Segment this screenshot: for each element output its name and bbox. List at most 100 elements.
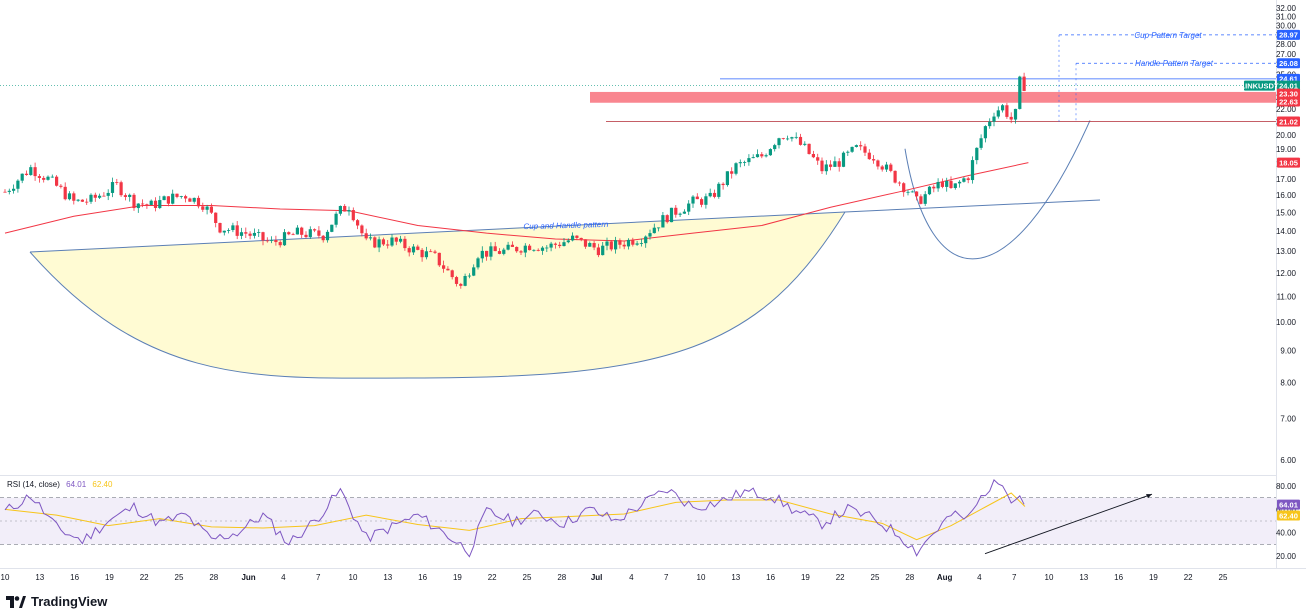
candle-body xyxy=(786,138,790,140)
trendline-arrow-icon xyxy=(1146,494,1152,499)
candle-body xyxy=(725,171,729,186)
candle-body xyxy=(743,162,747,163)
rsi-tick-label: 40.00 xyxy=(1276,529,1297,538)
candle-body xyxy=(540,247,545,251)
rsi-ma-line xyxy=(4,492,1026,541)
candle-body xyxy=(717,183,721,197)
candle-body xyxy=(295,227,299,235)
candle-body xyxy=(149,200,153,205)
time-tick-label: 13 xyxy=(1079,573,1088,582)
candle-body xyxy=(141,203,145,205)
candle-body xyxy=(330,224,334,232)
candle-body xyxy=(136,203,140,209)
time-tick-label: 25 xyxy=(175,573,184,582)
price-tag-label: 22.63 xyxy=(1279,97,1298,106)
time-axis: 10 13 16 19 22 25 28 Jun 4 7 10 13 16 19 22 25 28 Jul 4 7 10… xyxy=(1,573,1228,582)
candle-body xyxy=(399,238,403,242)
candle-body xyxy=(377,239,381,248)
price-tags: 28.9726.0824.6124.0120:1123.3022.6321.02… xyxy=(1241,29,1300,521)
candle-body xyxy=(257,232,261,233)
cup-target-label: Cup Pattern Target xyxy=(1134,31,1202,40)
candle-body xyxy=(674,207,678,215)
price-tick-label: 30.00 xyxy=(1276,21,1297,30)
brand-name: TradingView xyxy=(31,594,108,609)
time-tick-label: 19 xyxy=(105,573,114,582)
handle-target-label: Handle Pattern Target xyxy=(1135,59,1214,68)
candle-body xyxy=(1001,105,1005,111)
candle-body xyxy=(493,246,497,252)
price-tick-label: 16.00 xyxy=(1276,191,1297,200)
candle-body xyxy=(695,196,699,200)
rsi-value: 64.01 xyxy=(66,480,87,489)
candle-body xyxy=(85,201,89,203)
candle-body xyxy=(678,213,682,215)
candle-body xyxy=(983,126,987,139)
candle-body xyxy=(106,192,110,196)
candle-body xyxy=(614,240,618,250)
rsi-ma-value: 62.40 xyxy=(92,480,113,489)
resistance-zone-rect xyxy=(590,91,1276,103)
candle-body xyxy=(953,183,957,189)
price-tick-label: 32.00 xyxy=(1276,4,1297,13)
candle-body xyxy=(1009,116,1013,120)
candle-body xyxy=(915,191,919,197)
candle-body xyxy=(927,186,932,195)
candle-body xyxy=(485,250,489,257)
candle-body xyxy=(50,176,54,178)
candle-body xyxy=(381,239,385,245)
time-tick-label: 16 xyxy=(1114,573,1123,582)
candle-body xyxy=(424,251,428,258)
candle-body xyxy=(631,239,635,245)
candle-body xyxy=(949,180,953,189)
candle-body xyxy=(119,182,123,196)
candle-body xyxy=(480,250,484,259)
candle-body xyxy=(945,180,949,187)
candle-body xyxy=(1005,105,1009,117)
rsi-tick-label: 20.00 xyxy=(1276,552,1297,561)
candle-body xyxy=(519,251,523,253)
candle-body xyxy=(179,196,183,197)
candle-body xyxy=(128,194,132,197)
candle-body xyxy=(24,173,29,175)
candle-body xyxy=(222,230,226,233)
candle-body xyxy=(549,243,553,248)
candle-body xyxy=(188,198,192,202)
candle-body xyxy=(803,143,807,145)
candle-body xyxy=(657,227,661,229)
candle-body xyxy=(437,252,441,266)
rsi-value-tag-box xyxy=(1277,499,1300,510)
candle-body xyxy=(811,153,815,158)
price-tag-label: 24.01 xyxy=(1279,81,1298,90)
rsi-legend: RSI (14, close) 64.01 62.40 xyxy=(7,480,112,489)
rsi-value-tag-label: 64.01 xyxy=(1279,500,1298,509)
candle-body xyxy=(880,166,884,170)
price-tag-label: 23.30 xyxy=(1279,89,1298,98)
candle-body xyxy=(798,136,803,145)
time-tick-label: 4 xyxy=(977,573,982,582)
candle-body xyxy=(532,249,536,251)
candle-body xyxy=(42,177,46,180)
time-tick-label: 22 xyxy=(488,573,497,582)
candle-body xyxy=(988,121,992,127)
price-tag-box xyxy=(1277,157,1300,168)
candle-body xyxy=(996,110,1000,117)
brand[interactable]: TradingView xyxy=(6,594,107,609)
candle-body xyxy=(1022,76,1026,91)
time-tick-label: 28 xyxy=(905,573,914,582)
candle-body xyxy=(175,193,179,197)
candle-body xyxy=(442,265,446,269)
candle-body xyxy=(536,249,540,251)
candle-body xyxy=(558,244,562,247)
candle-body xyxy=(313,229,317,231)
rsi-line xyxy=(4,479,1025,558)
candle-body xyxy=(196,197,201,207)
time-tick-label: 28 xyxy=(209,573,218,582)
time-tick-label: 22 xyxy=(1184,573,1193,582)
candle-body xyxy=(626,239,631,247)
price-tick-label: 12.00 xyxy=(1276,269,1297,278)
candle-body xyxy=(975,147,979,161)
candle-body xyxy=(33,167,37,177)
candle-body xyxy=(652,227,656,234)
rsi-ma-tag-box xyxy=(1277,510,1300,521)
